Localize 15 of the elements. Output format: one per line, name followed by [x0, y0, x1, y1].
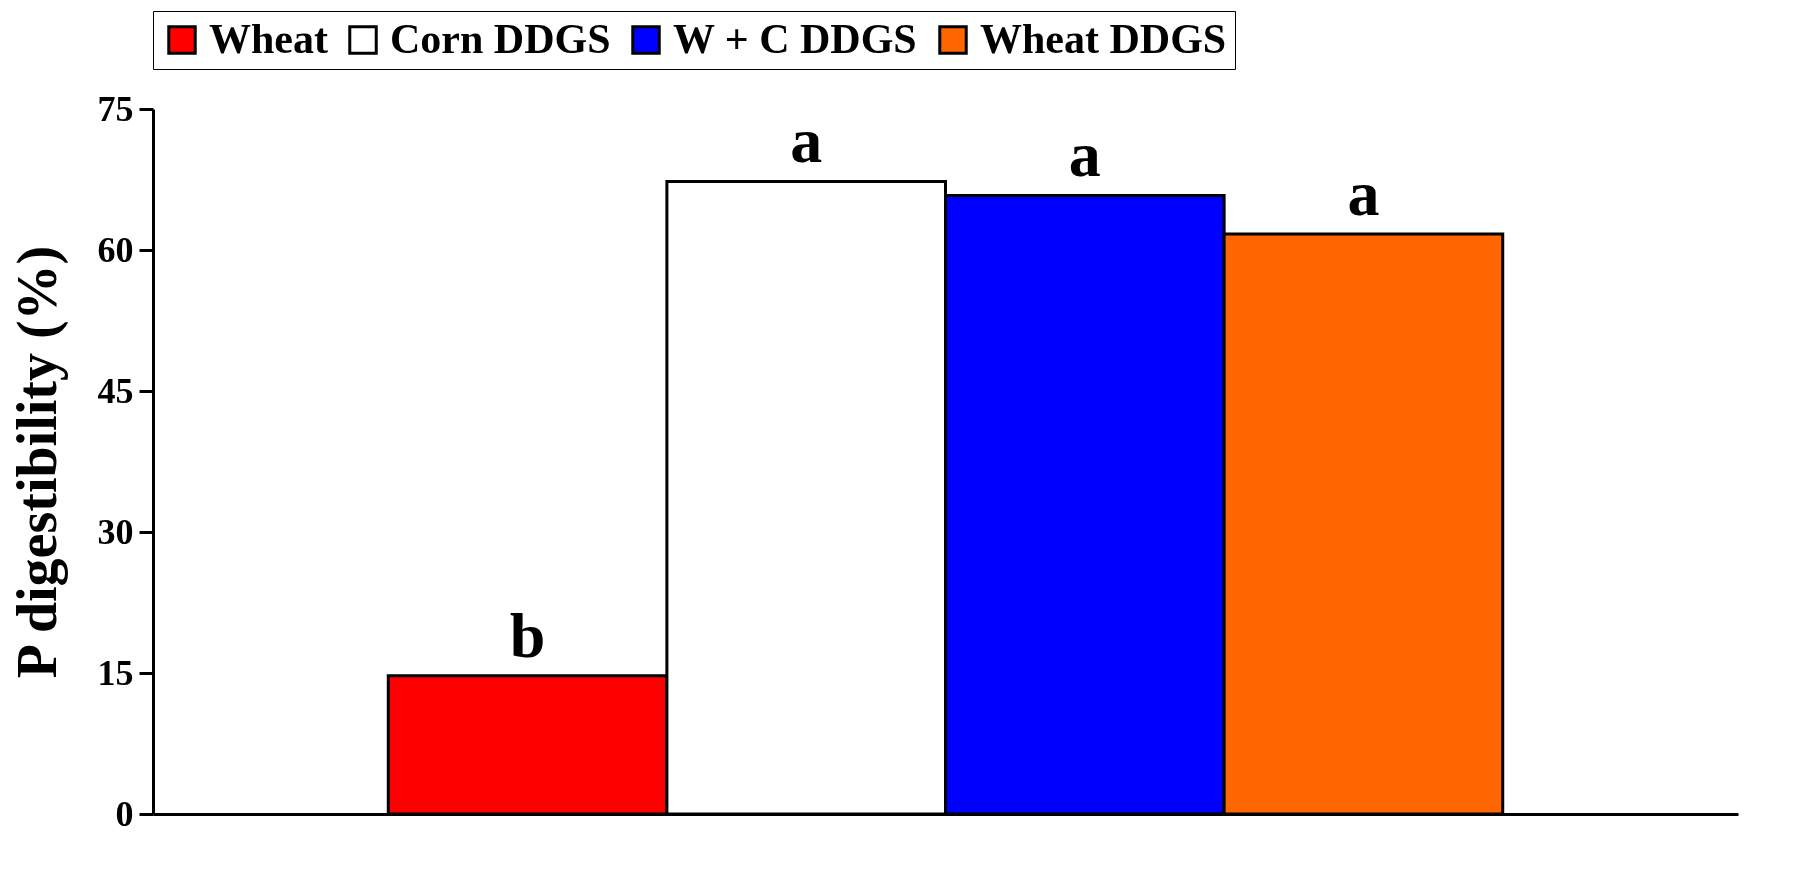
y-tick-label: 60 [97, 229, 134, 270]
y-tick-label: 15 [97, 652, 134, 693]
annotation: a [790, 105, 823, 177]
legend-label: Wheat [209, 16, 328, 62]
legend-label: Corn DDGS [390, 16, 611, 62]
legend-label: W + C DDGS [673, 16, 917, 62]
annotation: b [509, 599, 546, 671]
y-tick-label: 45 [97, 370, 134, 411]
legend-label: Wheat DDGS [980, 16, 1227, 62]
annotation: a [1068, 119, 1101, 191]
y-tick-label: 75 [97, 88, 134, 129]
y-tick-label: 0 [115, 793, 134, 834]
y-axis-title: P digestibility (%) [5, 245, 69, 679]
y-tick-label: 30 [97, 511, 134, 552]
annotation: a [1347, 158, 1380, 230]
